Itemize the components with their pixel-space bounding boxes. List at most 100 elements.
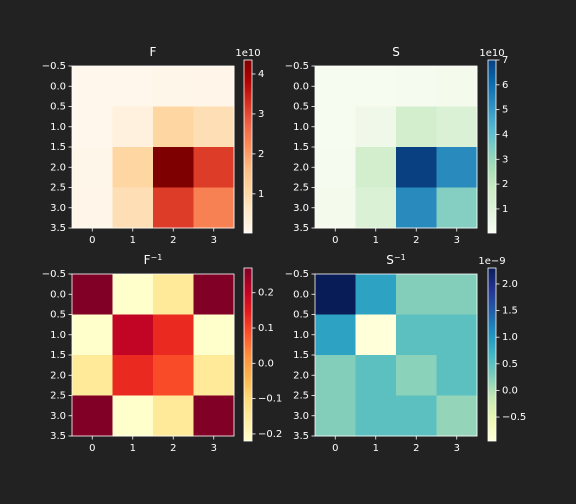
heatmap-cell: [436, 314, 478, 356]
x-tick-label: 2: [413, 443, 419, 454]
colorbar-tick-label: 0.5: [502, 359, 518, 370]
heatmap-cell: [396, 314, 437, 356]
heatmap-cell: [436, 274, 478, 315]
panel-3: F−1 0 1 2 3 −0.5 0.0 0.5 1.0 1.5 2.0 2.5 3.0 3.5 −0.2 −…: [42, 253, 283, 455]
panel-title: S: [392, 45, 400, 59]
colorbar-tick-label: 1.0: [502, 332, 518, 343]
y-tick-label: 0.5: [50, 310, 66, 321]
colorbar: [488, 268, 496, 441]
colorbar-tick-label: 2.0: [502, 279, 518, 290]
y-tick-label: 0.0: [293, 289, 309, 300]
heatmap-cell: [396, 187, 437, 229]
y-tick-label: −0.5: [42, 61, 66, 72]
heatmap-cell: [396, 147, 437, 188]
colorbar-tick-label: 0.0: [258, 358, 274, 369]
colorbar: [488, 60, 496, 233]
y-tick-label: 2.0: [50, 162, 66, 173]
heatmap-cell: [355, 66, 397, 107]
heatmap-cell: [153, 395, 194, 437]
y-tick-label: 2.0: [293, 370, 309, 381]
y-tick-label: 1.5: [293, 142, 309, 153]
colorbar-tick-label: −0.1: [258, 394, 282, 405]
x-tick-label: 2: [170, 235, 176, 246]
colorbar-offset-label: 1e10: [235, 48, 260, 59]
heatmap-cell: [396, 395, 437, 437]
heatmap-cell: [112, 187, 154, 229]
heatmap-cell: [153, 106, 194, 148]
colorbar-tick-label: 0.2: [258, 288, 274, 299]
heatmap-cell: [153, 147, 194, 188]
heatmap-cell: [355, 106, 397, 148]
colorbar: [244, 268, 252, 441]
heatmap-cell: [112, 66, 154, 107]
heatmap-cell: [396, 274, 437, 315]
heatmap-cell: [315, 314, 356, 356]
colorbar-tick-label: 6: [502, 80, 508, 91]
y-tick-label: 0.0: [50, 81, 66, 92]
heatmap-cell: [193, 395, 235, 437]
x-tick-label: 2: [413, 235, 419, 246]
y-tick-label: 1.5: [50, 350, 66, 361]
x-tick-label: 0: [89, 235, 95, 246]
heatmap-cell: [193, 355, 235, 396]
colorbar-tick-label: 5: [502, 105, 508, 116]
y-tick-label: −0.5: [285, 61, 309, 72]
heatmap-cell: [315, 147, 356, 188]
colorbar-tick-label: 7: [502, 55, 508, 66]
y-tick-label: 2.5: [293, 183, 309, 194]
heatmap-cell: [72, 66, 113, 107]
heatmap-cell: [72, 395, 113, 437]
y-tick-label: 0.0: [293, 81, 309, 92]
heatmap-cell: [315, 395, 356, 437]
colorbar-frame: [487, 59, 497, 234]
heatmap-cell: [153, 314, 194, 356]
colorbar-frame: [487, 267, 497, 442]
heatmap-cell: [193, 147, 235, 188]
y-tick-label: 1.0: [50, 122, 66, 133]
heatmap-cell: [112, 106, 154, 148]
heatmap-cell: [355, 274, 397, 315]
colorbar-tick-label: 2: [258, 149, 264, 160]
heatmap-cell: [72, 187, 113, 229]
y-tick-label: 0.5: [293, 310, 309, 321]
colorbar-tick-label: −0.5: [502, 412, 526, 423]
y-tick-label: 1.0: [293, 122, 309, 133]
colorbar: [244, 60, 252, 233]
x-tick-label: 3: [454, 443, 460, 454]
colorbar-tick-label: −0.2: [258, 429, 282, 440]
colorbar-offset-label: 1e−9: [478, 256, 505, 267]
y-tick-label: 3.5: [50, 223, 66, 234]
heatmap-cell: [436, 66, 478, 107]
y-tick-label: 3.5: [293, 223, 309, 234]
heatmap-cell: [436, 147, 478, 188]
x-tick-label: 3: [211, 235, 217, 246]
panel-title: F: [150, 45, 157, 59]
heatmap-cell: [355, 395, 397, 437]
y-tick-label: 2.5: [50, 391, 66, 402]
colorbar-tick-label: 3: [258, 109, 264, 120]
heatmap-cell: [436, 106, 478, 148]
y-tick-label: 3.5: [293, 431, 309, 442]
colorbar-tick-label: 0.0: [502, 385, 518, 396]
y-tick-label: 2.0: [50, 370, 66, 381]
y-tick-label: 2.5: [293, 391, 309, 402]
heatmap-cell: [315, 274, 356, 315]
colorbar-tick-label: 0.1: [258, 323, 274, 334]
y-tick-label: 2.0: [293, 162, 309, 173]
x-tick-label: 1: [130, 235, 136, 246]
heatmap-cell: [396, 355, 437, 396]
colorbar-tick-label: 4: [502, 129, 508, 140]
heatmap-cell: [315, 355, 356, 396]
x-tick-label: 0: [89, 443, 95, 454]
y-tick-label: 3.5: [50, 431, 66, 442]
y-tick-label: 1.5: [50, 142, 66, 153]
heatmap-cell: [315, 66, 356, 107]
x-tick-label: 3: [211, 443, 217, 454]
x-tick-label: 1: [373, 443, 379, 454]
x-tick-label: 1: [130, 443, 136, 454]
x-tick-label: 3: [454, 235, 460, 246]
y-tick-label: 0.0: [50, 289, 66, 300]
heatmap-cell: [72, 355, 113, 396]
heatmap-cell: [72, 314, 113, 356]
panel-1: F 0 1 2 3 −0.5 0.0 0.5 1.0 1.5 2.0 2.5 3.0 3.5 1 2 3 4 1e1…: [42, 45, 265, 246]
